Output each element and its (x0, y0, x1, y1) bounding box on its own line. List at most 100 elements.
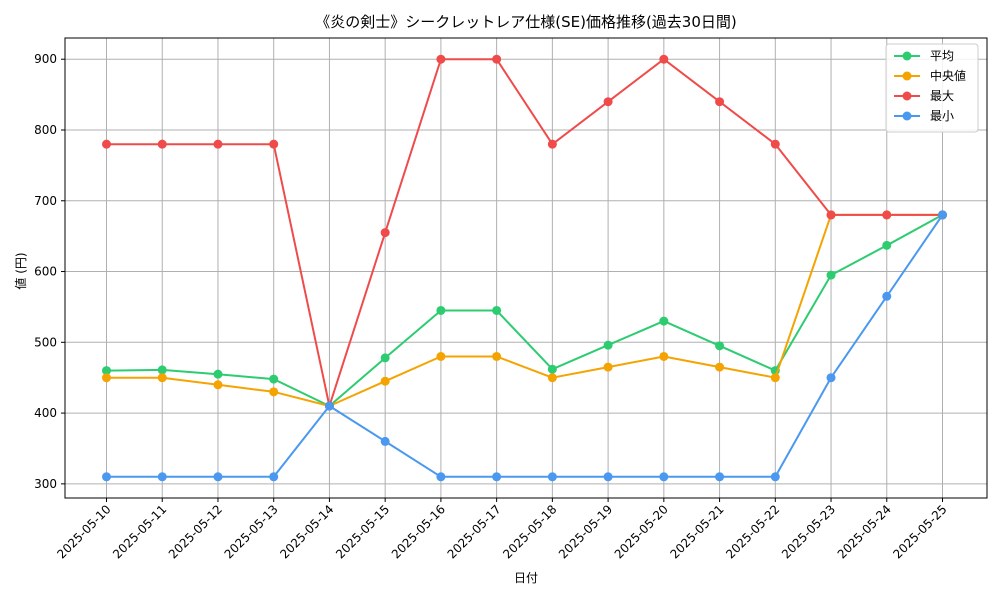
data-point (269, 374, 279, 384)
data-point (770, 139, 780, 149)
data-point (826, 210, 836, 220)
legend-label: 平均 (930, 49, 954, 63)
legend-label: 最大 (930, 89, 954, 103)
data-point (603, 340, 613, 350)
legend-label: 最小 (930, 109, 954, 123)
data-point (380, 436, 390, 446)
data-point (102, 366, 111, 376)
series-line (106, 214, 943, 407)
data-point (492, 351, 502, 361)
data-point (882, 291, 892, 301)
x-tick-label: 2025-05-15 (333, 502, 392, 561)
x-tick-label: 2025-05-18 (500, 502, 559, 561)
y-tick-label: 800 (34, 123, 57, 137)
data-point (603, 362, 613, 372)
y-tick-label: 900 (34, 52, 57, 66)
legend-marker (902, 111, 912, 121)
data-point (157, 365, 167, 375)
data-point (213, 139, 223, 149)
data-point (380, 376, 390, 386)
x-tick-label: 2025-05-13 (222, 502, 281, 561)
series-line (106, 214, 944, 478)
y-tick-label: 700 (34, 194, 57, 208)
data-point (492, 305, 502, 315)
data-point (715, 97, 725, 107)
x-tick-label: 2025-05-21 (667, 502, 726, 561)
x-tick-label: 2025-05-17 (445, 502, 504, 561)
data-point (547, 472, 557, 482)
y-tick-label: 400 (34, 406, 57, 420)
x-axis-label: 日付 (514, 571, 538, 585)
data-point (882, 240, 892, 250)
data-point (213, 380, 223, 390)
legend-marker (902, 91, 912, 101)
data-point (882, 210, 892, 220)
data-point (380, 228, 390, 238)
x-tick-label: 2025-05-11 (110, 502, 169, 561)
x-tick-label: 2025-05-16 (389, 502, 448, 561)
chart-title: 《炎の剣士》シークレットレア仕様(SE)価格推移(過去30日間) (315, 13, 737, 31)
legend-marker (902, 51, 912, 61)
x-tick-label: 2025-05-24 (835, 502, 894, 561)
data-point (157, 373, 167, 383)
data-point (102, 139, 111, 149)
data-point (380, 353, 390, 363)
y-tick-label: 300 (34, 477, 57, 491)
x-tick-label: 2025-05-20 (612, 502, 671, 561)
x-tick-label: 2025-05-25 (890, 502, 949, 561)
series-layer (102, 54, 947, 482)
legend-marker (902, 71, 912, 81)
data-point (659, 351, 669, 361)
series-line (106, 58, 943, 407)
data-point (715, 362, 725, 372)
legend-label: 中央値 (930, 68, 966, 83)
data-point (770, 373, 780, 383)
data-point (547, 373, 557, 383)
data-point (492, 54, 502, 64)
legend-item: 最小 (894, 109, 954, 123)
data-point (715, 472, 725, 482)
series-4 (102, 210, 947, 482)
data-point (213, 369, 223, 379)
data-point (603, 472, 613, 482)
series-2 (102, 210, 947, 411)
data-point (324, 401, 334, 411)
x-tick-label: 2025-05-14 (277, 502, 336, 561)
plot-area-frame (64, 37, 988, 499)
data-point (938, 210, 947, 220)
x-tick-label: 2025-05-22 (723, 502, 782, 561)
y-tick-label: 500 (34, 335, 57, 349)
data-point (659, 316, 669, 326)
series-3 (102, 54, 947, 411)
x-tick-label: 2025-05-19 (556, 502, 615, 561)
data-point (269, 387, 279, 397)
data-point (492, 472, 502, 482)
data-point (102, 472, 111, 482)
legend-item: 最大 (894, 89, 954, 103)
data-point (659, 54, 669, 64)
data-point (436, 54, 446, 64)
series-line (106, 213, 943, 407)
data-point (659, 472, 669, 482)
grid-layer (65, 38, 987, 498)
data-point (269, 139, 279, 149)
legend-item: 中央値 (894, 68, 966, 83)
data-point (715, 341, 725, 351)
data-point (157, 139, 167, 149)
data-point (826, 270, 836, 280)
data-point (603, 97, 613, 107)
data-point (547, 364, 557, 374)
data-point (213, 472, 223, 482)
data-point (826, 373, 836, 383)
y-tick-label: 600 (34, 265, 57, 279)
legend-box (885, 43, 979, 133)
data-point (157, 472, 167, 482)
data-point (269, 472, 279, 482)
legend-item: 平均 (894, 49, 954, 63)
data-point (547, 139, 557, 149)
series-1 (102, 210, 947, 411)
y-axis-label: 値 (円) (13, 252, 28, 289)
data-point (436, 351, 446, 361)
